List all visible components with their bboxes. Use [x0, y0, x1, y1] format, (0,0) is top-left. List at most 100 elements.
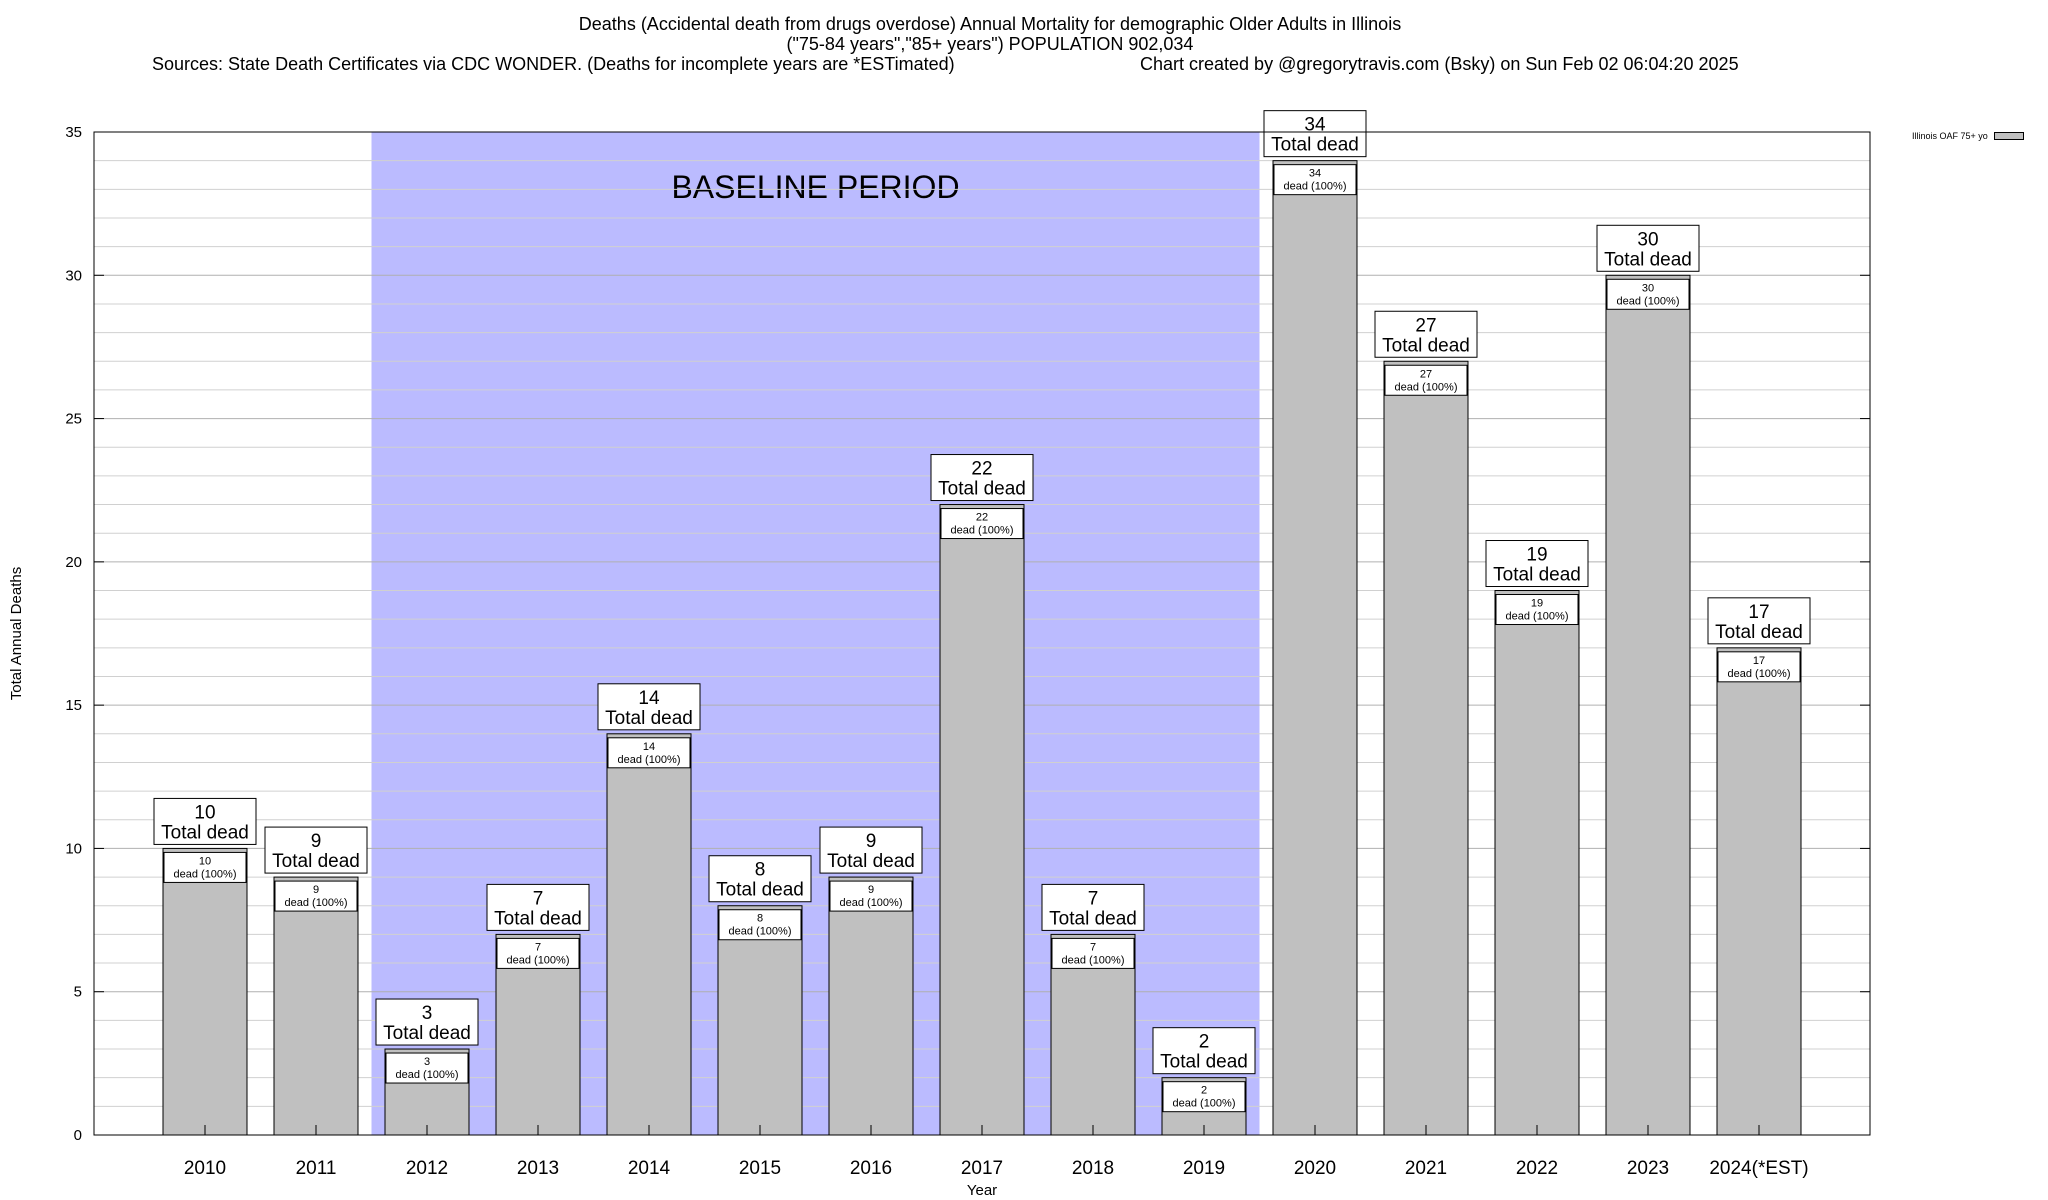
bar-outer-label: Total dead: [272, 851, 360, 872]
bar-outer-label-box: [1152, 1027, 1256, 1075]
bar: [606, 733, 692, 1136]
legend-swatch: [1993, 132, 2024, 140]
bar-outer-value: 34: [1304, 115, 1326, 136]
bar: [273, 876, 359, 1136]
bar-outer-label-box: [1041, 883, 1145, 931]
bar-inner-label-box: [1384, 364, 1468, 396]
bar-inner-value: 3: [424, 1056, 430, 1068]
y-axis-title: Total Annual Deaths: [8, 567, 25, 700]
bar-inner-label: dead (100%): [1395, 381, 1458, 393]
x-tick-label: 2020: [1294, 1158, 1336, 1179]
bar-outer-label-box: [708, 855, 812, 903]
y-tick-label: 0: [74, 1127, 82, 1144]
bar-inner-value: 22: [976, 512, 988, 524]
bar-inner-value: 8: [757, 913, 763, 925]
y-tick-label: 10: [65, 840, 82, 857]
bar-outer-label: Total dead: [161, 822, 249, 843]
bar-outer-label-box: [1263, 110, 1367, 158]
bar-inner-label: dead (100%): [1284, 181, 1347, 193]
bar-inner-label: dead (100%): [1173, 1098, 1236, 1110]
x-tick-label: 2022: [1516, 1158, 1558, 1179]
bar-outer-value: 9: [866, 831, 877, 852]
bar-inner-label: dead (100%): [951, 525, 1014, 537]
bar-outer-value: 7: [533, 888, 544, 909]
bar-outer-label-box: [1485, 540, 1589, 588]
bar-inner-label: dead (100%): [840, 897, 903, 909]
chart-title: Deaths (Accidental death from drugs over…: [578, 14, 1402, 34]
bar-inner-value: 2: [1201, 1085, 1207, 1097]
bar-outer-label: Total dead: [1715, 622, 1803, 643]
bar-outer-value: 2: [1199, 1032, 1210, 1053]
bar-outer-value: 27: [1415, 315, 1436, 336]
bar-inner-label-box: [1606, 278, 1690, 310]
bar-inner-label: dead (100%): [1617, 295, 1680, 307]
bar-inner-value: 9: [313, 884, 319, 896]
bar-outer-value: 17: [1748, 602, 1769, 623]
bar-inner-label: dead (100%): [1062, 954, 1125, 966]
bar-outer-label: Total dead: [827, 851, 915, 872]
bar-outer-label: Total dead: [605, 708, 693, 729]
y-tick-label: 20: [65, 554, 82, 571]
bar-outer-label-box: [1596, 224, 1700, 272]
bar-outer-label: Total dead: [1160, 1052, 1248, 1073]
bar: [162, 847, 248, 1136]
bar-inner-label: dead (100%): [618, 754, 681, 766]
legend-label: Illinois OAF 75+ yo: [1912, 131, 1988, 141]
bar-outer-value: 14: [638, 688, 660, 709]
bar-inner-label: dead (100%): [1506, 611, 1569, 623]
bar-inner-label-box: [1162, 1081, 1246, 1113]
bar-outer-label: Total dead: [383, 1023, 471, 1044]
bar-inner-label: dead (100%): [285, 897, 348, 909]
bar-outer-label-box: [264, 826, 368, 874]
x-tick-label: 2014: [628, 1158, 671, 1179]
x-tick-label: 2018: [1072, 1158, 1114, 1179]
bar: [828, 876, 914, 1136]
bar: [1494, 590, 1580, 1136]
bar-inner-label: dead (100%): [507, 954, 570, 966]
bar-outer-label: Total dead: [1382, 335, 1470, 356]
bar: [717, 905, 803, 1136]
bar: [1383, 360, 1469, 1136]
bar-outer-value: 7: [1088, 888, 1099, 909]
bar-outer-value: 3: [422, 1003, 433, 1024]
bar-inner-label: dead (100%): [174, 868, 237, 880]
bar-outer-label: Total dead: [494, 908, 582, 929]
x-tick-label: 2023: [1627, 1158, 1669, 1179]
bar-inner-label: dead (100%): [396, 1069, 459, 1081]
bar: [939, 504, 1025, 1136]
bar-inner-label-box: [829, 880, 913, 912]
bar: [1272, 160, 1358, 1136]
chart-credit: Chart created by @gregorytravis.com (Bsk…: [1140, 54, 1739, 74]
x-tick-label: 2019: [1183, 1158, 1225, 1179]
bar-outer-label: Total dead: [1271, 135, 1359, 156]
bar-inner-label-box: [607, 737, 691, 769]
x-tick-label: 2012: [406, 1158, 448, 1179]
bar-outer-value: 22: [971, 459, 992, 480]
y-tick-label: 35: [65, 124, 82, 141]
bar-inner-value: 30: [1642, 282, 1654, 294]
bar-inner-value: 9: [868, 884, 874, 896]
y-tick-label: 30: [65, 267, 82, 284]
bar-inner-label-box: [163, 851, 247, 883]
bar-outer-label-box: [375, 998, 479, 1046]
bar-outer-label: Total dead: [1049, 908, 1137, 929]
x-axis-title: Year: [967, 1182, 997, 1199]
bar: [1716, 647, 1802, 1136]
baseline-label: BASELINE PERIOD: [671, 169, 959, 205]
bar-inner-label-box: [1495, 594, 1579, 626]
bar-inner-value: 10: [199, 855, 211, 867]
bar-inner-value: 7: [1090, 941, 1096, 953]
legend: Illinois OAF 75+ yo: [1912, 131, 2024, 141]
bar-outer-value: 30: [1637, 229, 1658, 250]
chart-subtitle: ("75-84 years","85+ years") POPULATION 9…: [786, 34, 1194, 54]
bar-inner-value: 27: [1420, 368, 1432, 380]
y-tick-label: 25: [65, 411, 82, 428]
bar-inner-label: dead (100%): [729, 926, 792, 938]
y-tick-label: 5: [74, 984, 82, 1001]
chart-sources: Sources: State Death Certificates via CD…: [152, 54, 955, 74]
bar-outer-label: Total dead: [716, 880, 804, 901]
bar-outer-label-box: [819, 826, 923, 874]
y-tick-label: 15: [65, 697, 82, 714]
bar-outer-label-box: [1374, 310, 1478, 358]
